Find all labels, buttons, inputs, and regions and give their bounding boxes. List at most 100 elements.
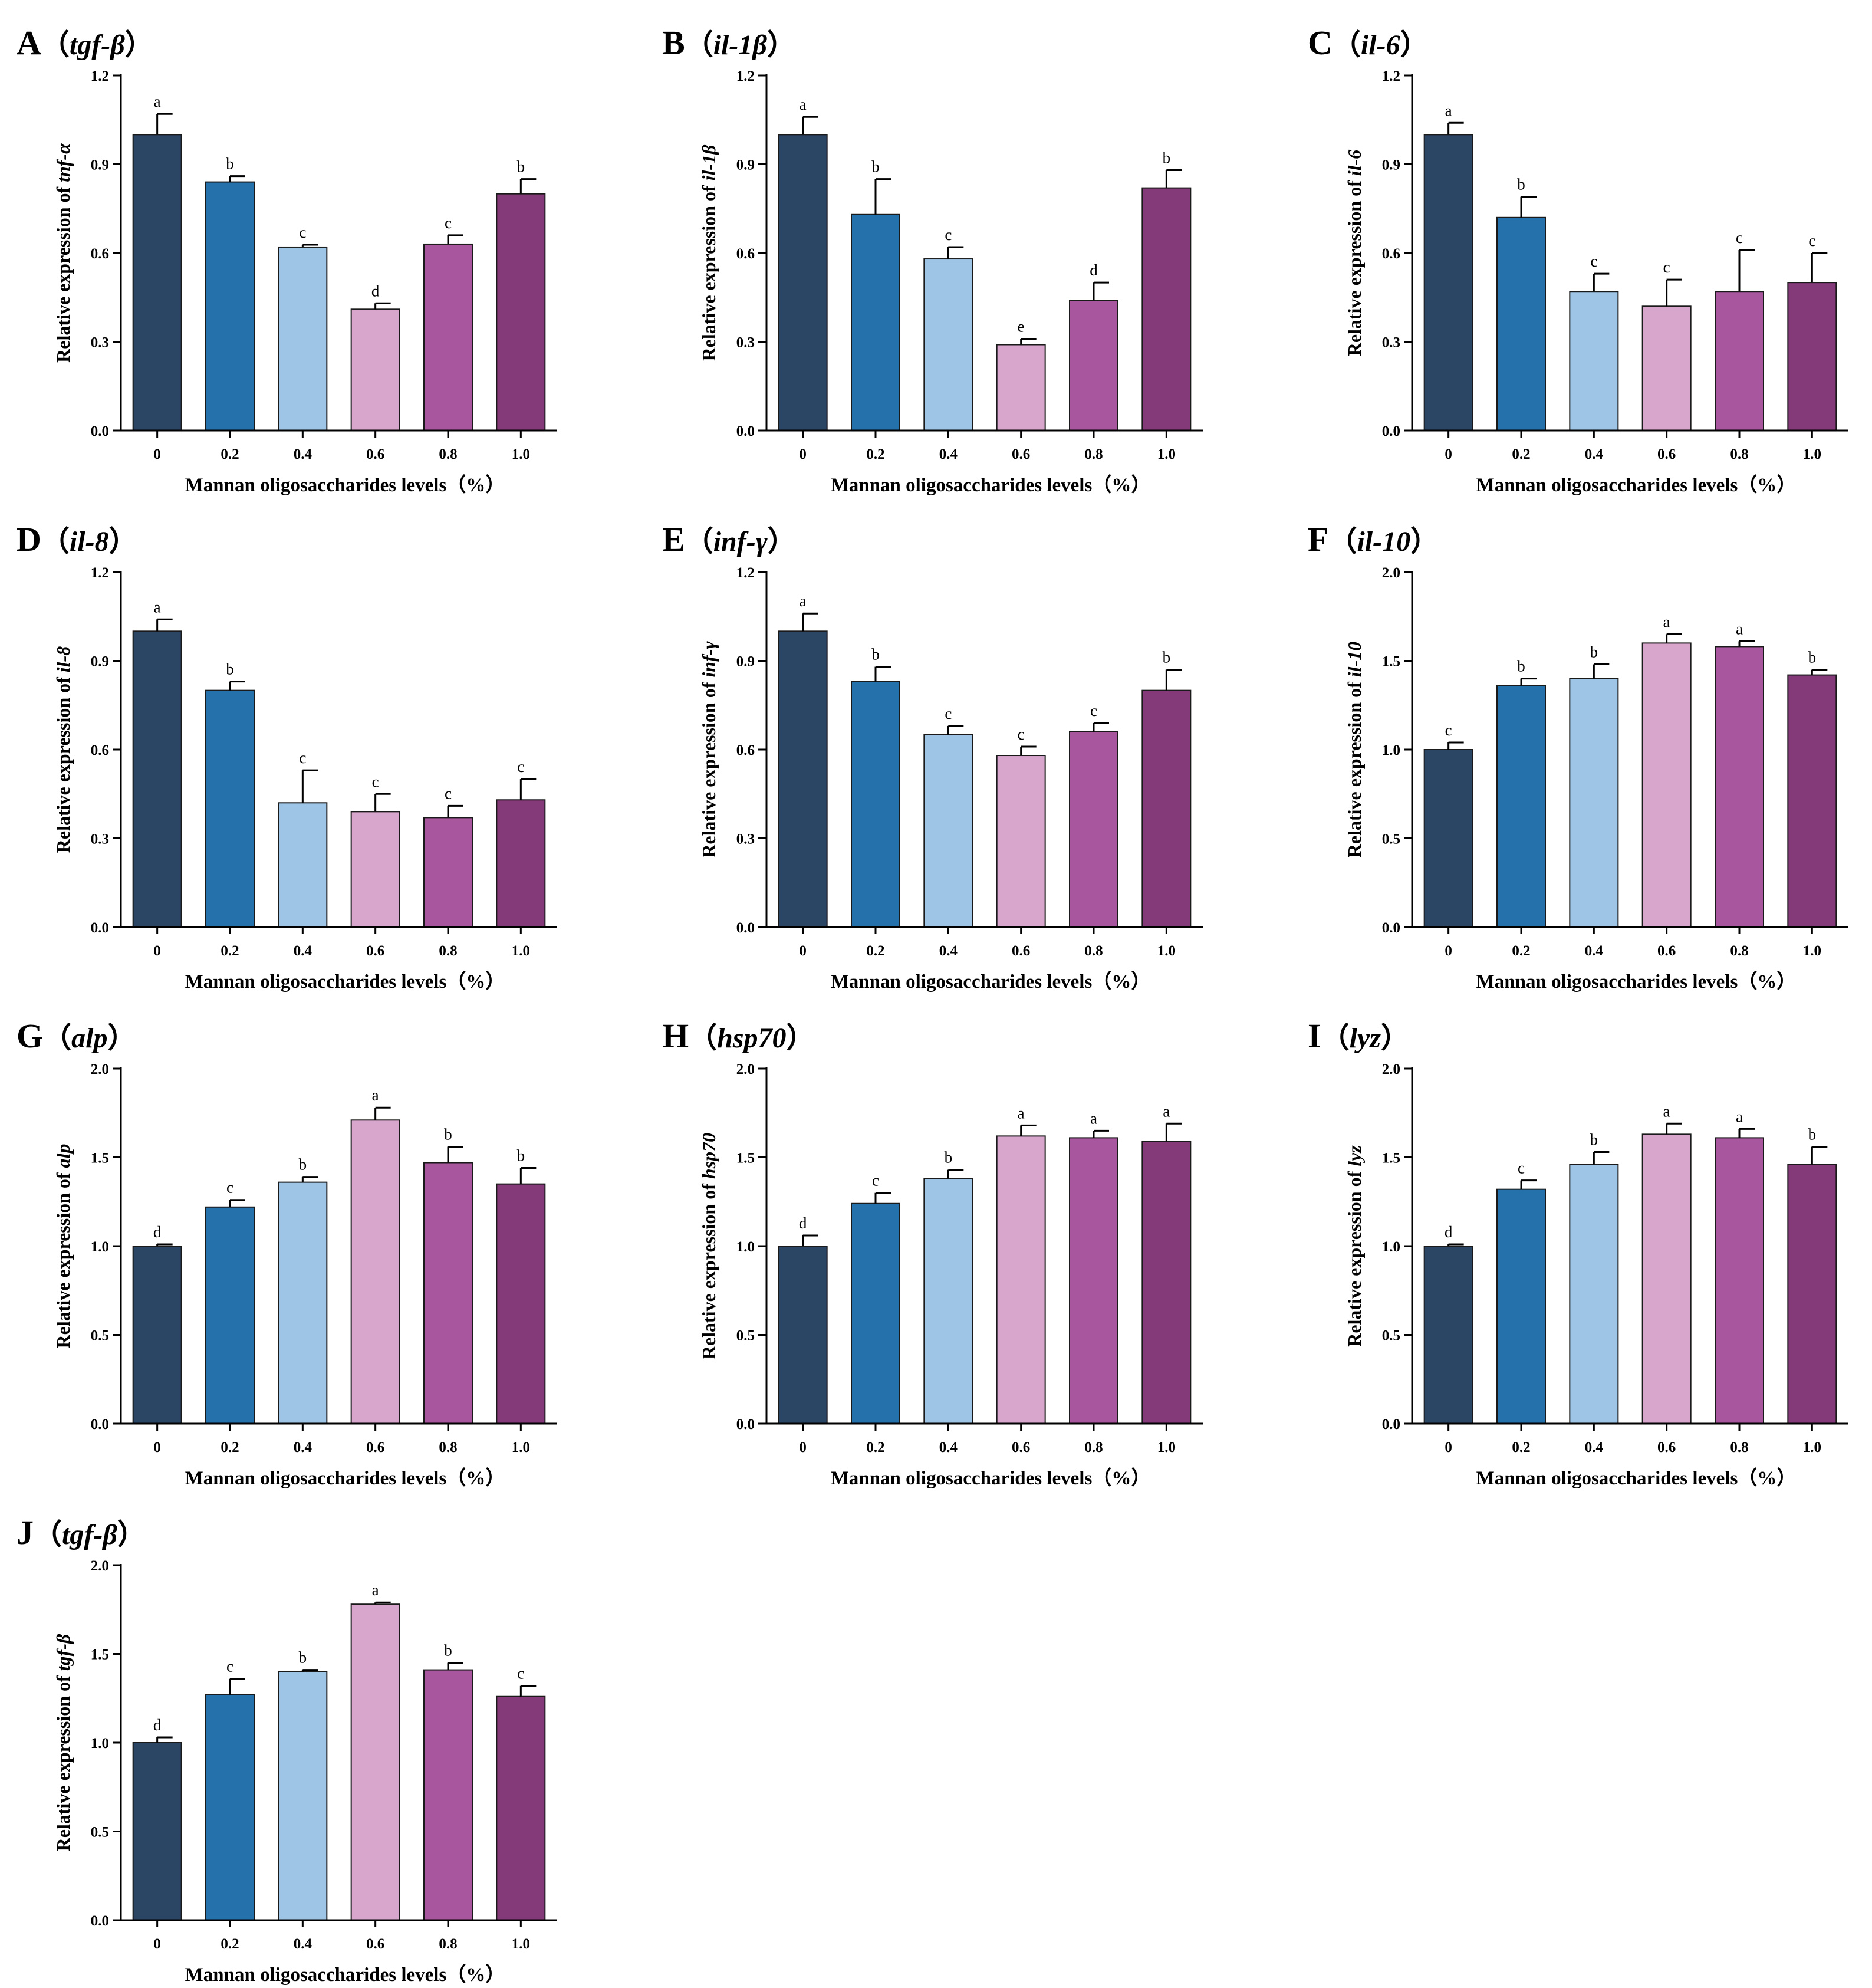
x-axis-title-unit: （%） — [446, 474, 505, 496]
panel-letter: B — [662, 24, 685, 62]
y-axis-title: Relative expression of il-6 — [1344, 150, 1365, 356]
x-axis-title-unit: （%） — [1738, 1467, 1796, 1489]
significance-label: c — [1518, 1159, 1525, 1177]
panel-title-j: J（tgf-β） — [17, 1513, 146, 1552]
panel-gene-name: tgf-β — [70, 29, 125, 61]
panel-paren-close: ） — [107, 1023, 136, 1054]
bar-0.4 — [278, 1671, 328, 1921]
x-axis-title-unit: （%） — [446, 1964, 505, 1986]
x-tick-label: 0.8 — [439, 1936, 457, 1952]
x-tick-label: 0.8 — [1730, 1440, 1748, 1455]
y-tick-label: 1.0 — [91, 1239, 109, 1255]
panel-letter: E — [662, 520, 685, 558]
x-tick-label: 1.0 — [1803, 1440, 1821, 1455]
x-axis-title-main: Mannan oligosaccharides levels — [1476, 475, 1738, 496]
x-axis-title: Mannan oligosaccharides levels（%） — [185, 474, 505, 496]
significance-label: b — [444, 1125, 452, 1143]
error-bar — [519, 1685, 537, 1697]
panel-paren-open: （ — [41, 29, 70, 61]
error-bar — [229, 681, 245, 691]
x-tick-label: 0.4 — [294, 943, 312, 959]
y-axis-title-prefix: Relative expression of — [1344, 1166, 1365, 1347]
panel-paren-open: （ — [1321, 1023, 1350, 1054]
x-axis-title: Mannan oligosaccharides levels（%） — [185, 971, 505, 993]
significance-label: b — [517, 1147, 525, 1165]
bar-0.2 — [205, 689, 255, 928]
x-tick-label: 0.8 — [1084, 1440, 1103, 1455]
y-tick-label: 0.9 — [1382, 157, 1400, 173]
error-bar — [1593, 663, 1610, 679]
significance-label: c — [1663, 258, 1670, 276]
y-axis-title: Relative expression of il-1β — [698, 144, 719, 361]
x-tick-label: 0 — [799, 943, 807, 959]
bar-0.4 — [923, 1178, 973, 1424]
panel-gene-name: lyz — [1350, 1023, 1381, 1054]
y-tick-label: 0.0 — [91, 1417, 109, 1432]
x-tick-label: 0.4 — [1585, 943, 1604, 959]
x-tick-label: 0.6 — [366, 1440, 384, 1455]
y-axis-title: Relative expression of tgf-β — [52, 1634, 74, 1851]
error-bar — [802, 1234, 818, 1246]
significance-label: a — [154, 93, 161, 110]
significance-label: b — [871, 158, 880, 176]
error-bar — [1447, 121, 1464, 135]
y-axis-title-gene: hsp70 — [698, 1133, 719, 1179]
error-bar — [1165, 169, 1182, 188]
y-axis-title-prefix: Relative expression of — [698, 678, 719, 858]
error-bar — [874, 666, 891, 682]
significance-label: b — [871, 646, 880, 663]
error-bar — [802, 612, 818, 632]
panel-paren-open: （ — [1328, 526, 1357, 557]
bar-0.6 — [350, 811, 400, 928]
bar-0.8 — [1069, 300, 1118, 431]
x-tick-label: 0.2 — [866, 943, 884, 959]
x-tick-label: 0.4 — [294, 446, 312, 462]
chart-panel-a: A（tgf-β） 0.0 0.3 0.6 0.9 1.2 a 0 b 0.2 c 0.4 d 0.6 c 0.… — [17, 24, 557, 496]
error-bar — [1020, 1124, 1037, 1136]
y-tick-label: 0.9 — [91, 157, 109, 173]
x-tick-label: 0.4 — [939, 1440, 958, 1455]
x-axis-title: Mannan oligosaccharides levels（%） — [185, 1964, 505, 1986]
significance-label: b — [1517, 176, 1525, 193]
bar-0.4 — [923, 258, 973, 431]
significance-label: b — [1808, 649, 1817, 666]
chart-panel-e: E（inf-γ）0.00.30.60.91.2a0b0.2c0.4c0.6c0.… — [662, 520, 1203, 993]
bar-0 — [132, 134, 182, 431]
x-axis-title: Mannan oligosaccharides levels（%） — [1476, 1467, 1797, 1489]
error-bar — [447, 234, 463, 244]
y-axis-title-gene: il-8 — [52, 646, 74, 672]
x-axis-title: Mannan oligosaccharides levels（%） — [831, 474, 1151, 496]
bar-0.4 — [1569, 678, 1619, 928]
y-axis-title: Relative expression of hsp70 — [698, 1133, 719, 1359]
x-tick-label: 0.6 — [1657, 446, 1676, 462]
x-tick-label: 0 — [153, 1936, 161, 1952]
error-bar — [301, 1669, 318, 1672]
panel-letter: G — [17, 1017, 43, 1055]
y-axis-title: Relative expression of il-10 — [1344, 642, 1365, 857]
chart-panel-h: H（hsp70）0.00.51.01.52.0d0c0.2b0.4a0.6a0.… — [662, 1017, 1203, 1489]
significance-label: a — [1663, 1102, 1670, 1120]
error-bar — [1020, 337, 1037, 345]
bar-0.8 — [423, 243, 473, 431]
y-tick-label: 0.6 — [91, 742, 109, 758]
bar-0.8 — [1069, 731, 1118, 928]
bar-0.2 — [851, 1202, 900, 1424]
x-axis-title-main: Mannan oligosaccharides levels — [185, 1964, 447, 1986]
panel-paren-open: （ — [685, 526, 713, 557]
significance-label: c — [226, 1658, 233, 1675]
error-bar — [1165, 669, 1182, 691]
error-bar — [1093, 281, 1109, 301]
x-tick-label: 0.2 — [1512, 446, 1530, 462]
significance-label: a — [1736, 620, 1743, 638]
y-axis-title-gene: tnf-α — [52, 143, 74, 182]
bar-0.6 — [1641, 305, 1692, 431]
error-bar — [519, 778, 537, 800]
significance-label: c — [517, 758, 524, 776]
bar-0.4 — [278, 246, 328, 431]
y-tick-label: 0.6 — [91, 246, 109, 262]
panel-letter: D — [17, 520, 41, 558]
significance-label: e — [1018, 317, 1025, 335]
panel-gene-name: tgf-β — [62, 1519, 117, 1550]
x-axis-title-main: Mannan oligosaccharides levels — [831, 1468, 1093, 1489]
